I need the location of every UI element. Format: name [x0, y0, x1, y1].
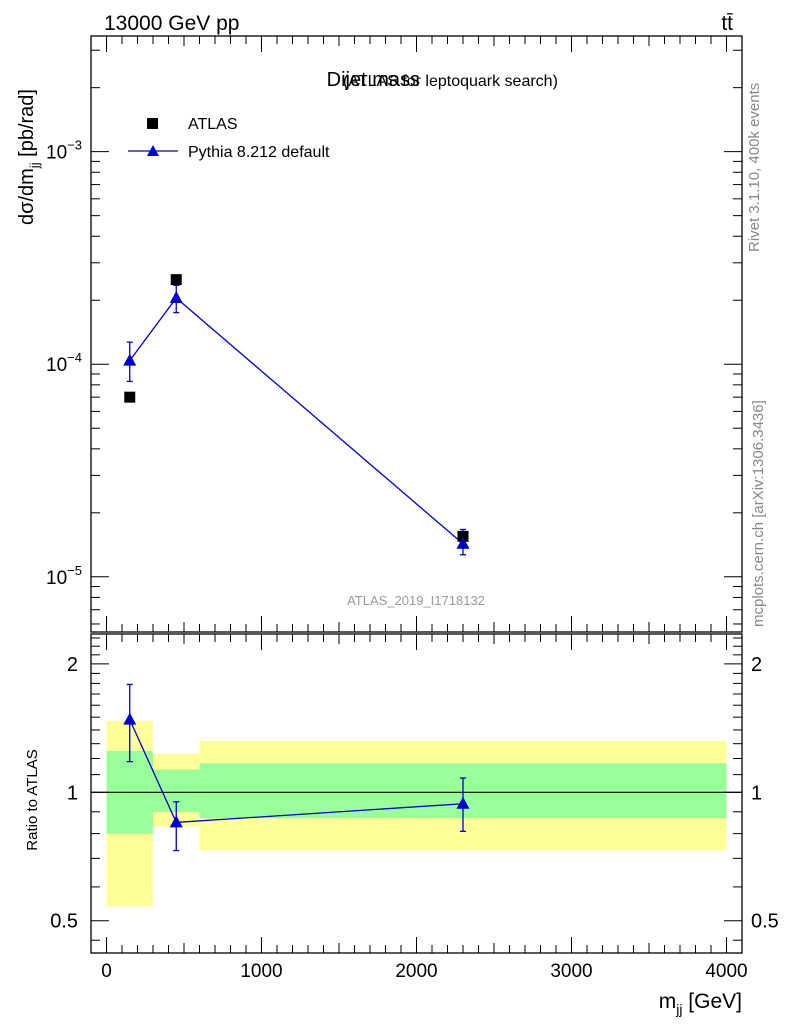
- ratio-y-tick-label-left: 0.5: [50, 911, 78, 933]
- main-y-tick-label: 10−5: [46, 563, 82, 589]
- ratio-point: [169, 815, 183, 828]
- pythia-point: [456, 536, 470, 549]
- x-tick-label: 2000: [395, 961, 437, 982]
- pythia-point: [123, 353, 137, 366]
- atlas-data-point: [124, 391, 136, 403]
- ratio-y-tick-label-right: 0.5: [751, 911, 779, 933]
- y-axis-label-main-text: dσ/dmjj [pb/rad]: [16, 89, 42, 225]
- process-label: tt̄: [721, 12, 733, 35]
- legend-label-pythia: Pythia 8.212 default: [188, 144, 330, 161]
- main-y-tick-label: 10−4: [46, 350, 82, 376]
- main-plot-axes: 10−3 10−4 10−5: [46, 36, 743, 632]
- chart-title-main: Dijet mass: [327, 69, 420, 91]
- legend-marker-atlas: [147, 118, 158, 129]
- pythia-point: [169, 290, 183, 303]
- x-tick-label: 1000: [240, 961, 282, 982]
- x-tick-label: 0: [101, 961, 112, 982]
- main-plot-frame: [90, 35, 743, 633]
- pythia-line: [129, 297, 464, 545]
- x-axis-label: mjj [GeV]: [659, 990, 742, 1017]
- ratio-plot-frame: [90, 633, 743, 954]
- rivet-label: Rivet 3.1.10, 400k events: [746, 83, 763, 252]
- legend-label-atlas: ATLAS: [188, 116, 238, 133]
- ratio-y-tick-label-left: 1: [67, 782, 78, 804]
- chart-title-sub: (ATLAS for leptoquark search): [343, 73, 558, 90]
- main-y-tick-label: 10−3: [46, 138, 82, 164]
- ratio-y-tick-label-left: 2: [67, 654, 78, 676]
- main-plot-data: [123, 274, 470, 556]
- ratio-y-tick-label-right: 2: [751, 654, 762, 676]
- y-axis-label-ratio: Ratio to ATLAS: [24, 749, 41, 850]
- atlas-data-point: [170, 274, 182, 286]
- y-axis-label-main: dσ/dmjj [pb/rad]: [16, 89, 42, 225]
- ratio-point: [123, 712, 137, 725]
- x-tick-label: 3000: [550, 961, 592, 982]
- legend: ATLAS Pythia 8.212 default: [128, 116, 330, 161]
- x-tick-label: 4000: [705, 961, 747, 982]
- legend-marker-pythia: [147, 145, 159, 156]
- ratio-plot-panel: 0 1000 2000 3000 4000 0.5 0.5 1 1 2 2 Ratio to ATL…: [24, 633, 779, 1017]
- ratio-y-tick-label-right: 1: [751, 782, 762, 804]
- ratio-plot-data: [91, 683, 742, 907]
- atlas-data-point: [457, 530, 469, 542]
- analysis-watermark: ATLAS_2019_I1718132: [347, 593, 485, 608]
- source-label: mcplots.cern.ch [arXiv:1306.3436]: [750, 400, 767, 627]
- ratio-plot-axes: 0 1000 2000 3000 4000 0.5 0.5 1 1 2 2: [50, 634, 779, 982]
- main-plot-panel: 10−3 10−4 10−5 Dijet mass (ATLAS for lepto…: [16, 35, 743, 633]
- ratio-point: [456, 796, 470, 809]
- energy-label: 13000 GeV pp: [104, 12, 239, 35]
